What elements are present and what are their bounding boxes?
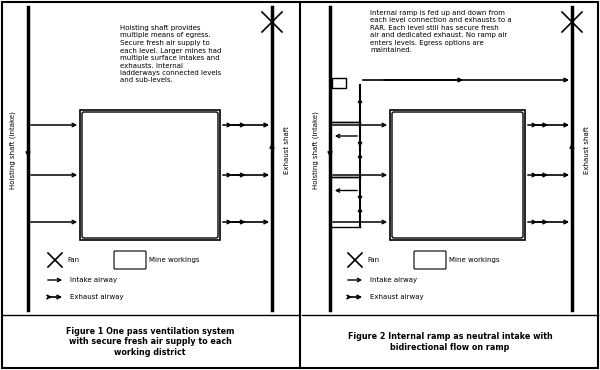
FancyBboxPatch shape [390, 110, 525, 240]
Text: Exhaust shaft: Exhaust shaft [284, 126, 290, 174]
Text: Mine workings: Mine workings [149, 257, 199, 263]
Text: Mine workings: Mine workings [449, 257, 499, 263]
Text: Hoisting shaft (intake): Hoisting shaft (intake) [10, 111, 16, 189]
Text: Exhaust airway: Exhaust airway [70, 294, 124, 300]
FancyBboxPatch shape [114, 251, 146, 269]
Text: Hoisting shaft (intake): Hoisting shaft (intake) [313, 111, 319, 189]
FancyBboxPatch shape [80, 110, 220, 240]
Text: Exhaust shaft: Exhaust shaft [584, 126, 590, 174]
Text: Hoisting shaft provides
multiple means of egress.
Secure fresh air supply to
eac: Hoisting shaft provides multiple means o… [120, 25, 221, 84]
Text: Fan: Fan [67, 257, 79, 263]
Text: Exhaust airway: Exhaust airway [370, 294, 424, 300]
Text: Intake airway: Intake airway [370, 277, 417, 283]
FancyBboxPatch shape [392, 112, 523, 238]
Text: Fan: Fan [367, 257, 379, 263]
Text: Intake airway: Intake airway [70, 277, 117, 283]
Bar [332, 78, 346, 88]
Text: Internal ramp is fed up and down from
each level connection and exhausts to a
RA: Internal ramp is fed up and down from ea… [370, 10, 512, 54]
Text: Figure 1 One pass ventilation system
with secure fresh air supply to each
workin: Figure 1 One pass ventilation system wit… [66, 327, 234, 357]
FancyBboxPatch shape [414, 251, 446, 269]
FancyBboxPatch shape [82, 112, 218, 238]
Text: Figure 2 Internal ramp as neutral intake with
bidirectional flow on ramp: Figure 2 Internal ramp as neutral intake… [347, 332, 553, 352]
